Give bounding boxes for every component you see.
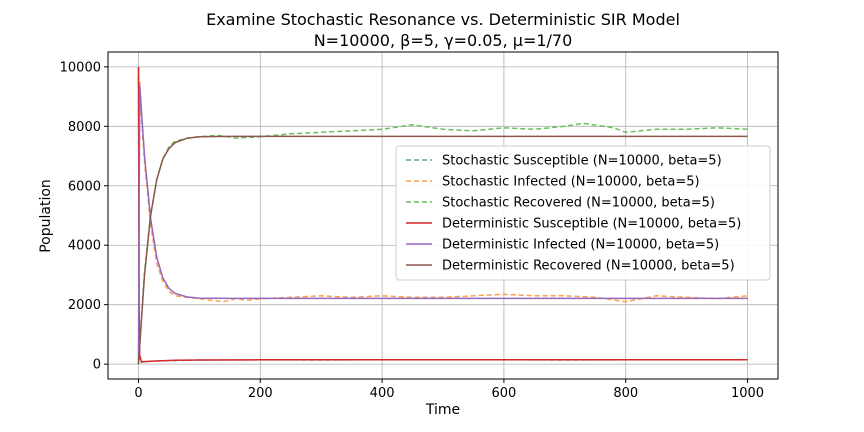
series-line-4 bbox=[137, 83, 748, 365]
legend: Stochastic Susceptible (N=10000, beta=5)… bbox=[395, 145, 771, 281]
y-tick-label: 8000 bbox=[68, 120, 101, 135]
legend-label-3: Deterministic Susceptible (N=10000, beta… bbox=[442, 217, 741, 232]
y-axis-label: Population bbox=[38, 179, 54, 253]
series-lines bbox=[137, 66, 748, 365]
y-tick-label: 2000 bbox=[68, 298, 101, 313]
x-tick-label: 0 bbox=[134, 386, 142, 401]
x-tick-label: 200 bbox=[248, 386, 273, 401]
legend-label-0: Stochastic Susceptible (N=10000, beta=5) bbox=[442, 154, 722, 169]
legend-label-2: Stochastic Recovered (N=10000, beta=5) bbox=[442, 196, 715, 211]
y-tick-label: 4000 bbox=[68, 239, 101, 254]
y-tick-label: 10000 bbox=[60, 60, 101, 75]
chart-subtitle: N=10000, β=5, γ=0.05, μ=1/70 bbox=[314, 31, 573, 50]
x-tick-label: 400 bbox=[370, 386, 395, 401]
chart-title: Examine Stochastic Resonance vs. Determi… bbox=[206, 10, 680, 29]
legend-label-4: Deterministic Infected (N=10000, beta=5) bbox=[442, 238, 719, 253]
x-axis-label: Time bbox=[425, 402, 460, 418]
legend-label-1: Stochastic Infected (N=10000, beta=5) bbox=[442, 175, 700, 190]
plot-frame bbox=[107, 51, 779, 380]
y-tick-label: 0 bbox=[93, 358, 101, 373]
x-tick-label: 600 bbox=[491, 386, 516, 401]
x-tick-label: 1000 bbox=[731, 386, 764, 401]
legend-label-5: Deterministic Recovered (N=10000, beta=5… bbox=[442, 259, 735, 274]
y-tick-label: 6000 bbox=[68, 179, 101, 194]
series-line-5 bbox=[137, 135, 748, 365]
x-tick-label: 800 bbox=[613, 386, 638, 401]
legend-box bbox=[395, 145, 771, 281]
